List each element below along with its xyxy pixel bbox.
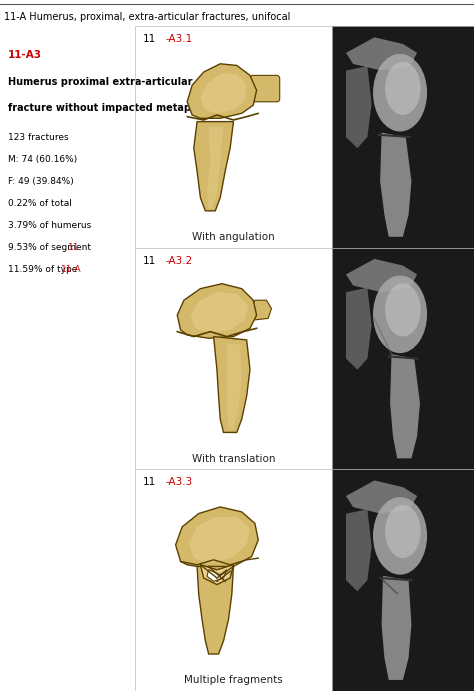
Ellipse shape bbox=[373, 54, 427, 131]
Polygon shape bbox=[346, 287, 372, 370]
Polygon shape bbox=[390, 354, 420, 458]
Ellipse shape bbox=[385, 505, 420, 558]
Text: 11: 11 bbox=[143, 477, 156, 487]
Polygon shape bbox=[201, 74, 246, 113]
Polygon shape bbox=[177, 284, 256, 338]
Polygon shape bbox=[346, 509, 372, 591]
Polygon shape bbox=[194, 122, 233, 211]
Text: 11: 11 bbox=[143, 256, 156, 265]
Text: 11.59% of type: 11.59% of type bbox=[8, 265, 81, 274]
Polygon shape bbox=[207, 570, 227, 581]
Text: 11: 11 bbox=[67, 243, 79, 252]
Text: F: 49 (39.84%): F: 49 (39.84%) bbox=[8, 177, 74, 186]
Polygon shape bbox=[346, 37, 417, 70]
Text: Multiple fragments: Multiple fragments bbox=[184, 676, 283, 685]
Polygon shape bbox=[380, 133, 411, 237]
Text: With angulation: With angulation bbox=[192, 232, 275, 243]
Text: fracture without impacted metaphysis: fracture without impacted metaphysis bbox=[8, 103, 219, 113]
Text: 3.79% of humerus: 3.79% of humerus bbox=[8, 221, 91, 230]
Polygon shape bbox=[197, 567, 233, 654]
Text: 11-A Humerus, proximal, extra-articular fractures, unifocal: 11-A Humerus, proximal, extra-articular … bbox=[4, 12, 290, 22]
Text: 11: 11 bbox=[143, 34, 156, 44]
Text: -A3.3: -A3.3 bbox=[165, 477, 193, 487]
Polygon shape bbox=[214, 337, 250, 433]
Text: -A3.2: -A3.2 bbox=[165, 256, 193, 265]
FancyBboxPatch shape bbox=[250, 75, 280, 102]
Polygon shape bbox=[227, 343, 242, 429]
Polygon shape bbox=[207, 126, 224, 209]
Polygon shape bbox=[201, 565, 233, 585]
Ellipse shape bbox=[385, 61, 420, 115]
Text: M: 74 (60.16%): M: 74 (60.16%) bbox=[8, 155, 77, 164]
Text: Humerus proximal extra-articular: Humerus proximal extra-articular bbox=[8, 77, 192, 88]
Text: 123 fractures: 123 fractures bbox=[8, 133, 69, 142]
Text: 11-A3: 11-A3 bbox=[8, 50, 42, 59]
Ellipse shape bbox=[385, 283, 420, 337]
Polygon shape bbox=[191, 292, 248, 333]
Ellipse shape bbox=[373, 497, 427, 575]
Ellipse shape bbox=[373, 276, 427, 353]
Text: 0.22% of total: 0.22% of total bbox=[8, 199, 72, 208]
Polygon shape bbox=[346, 480, 417, 513]
Polygon shape bbox=[175, 507, 258, 568]
Text: With translation: With translation bbox=[191, 454, 275, 464]
Polygon shape bbox=[187, 64, 256, 118]
Polygon shape bbox=[382, 576, 411, 680]
Text: 9.53% of segment: 9.53% of segment bbox=[8, 243, 94, 252]
Polygon shape bbox=[250, 300, 272, 320]
Polygon shape bbox=[189, 517, 250, 563]
Polygon shape bbox=[346, 259, 417, 292]
Text: -A3.1: -A3.1 bbox=[165, 34, 193, 44]
Text: 11-A: 11-A bbox=[61, 265, 81, 274]
Polygon shape bbox=[346, 66, 372, 148]
